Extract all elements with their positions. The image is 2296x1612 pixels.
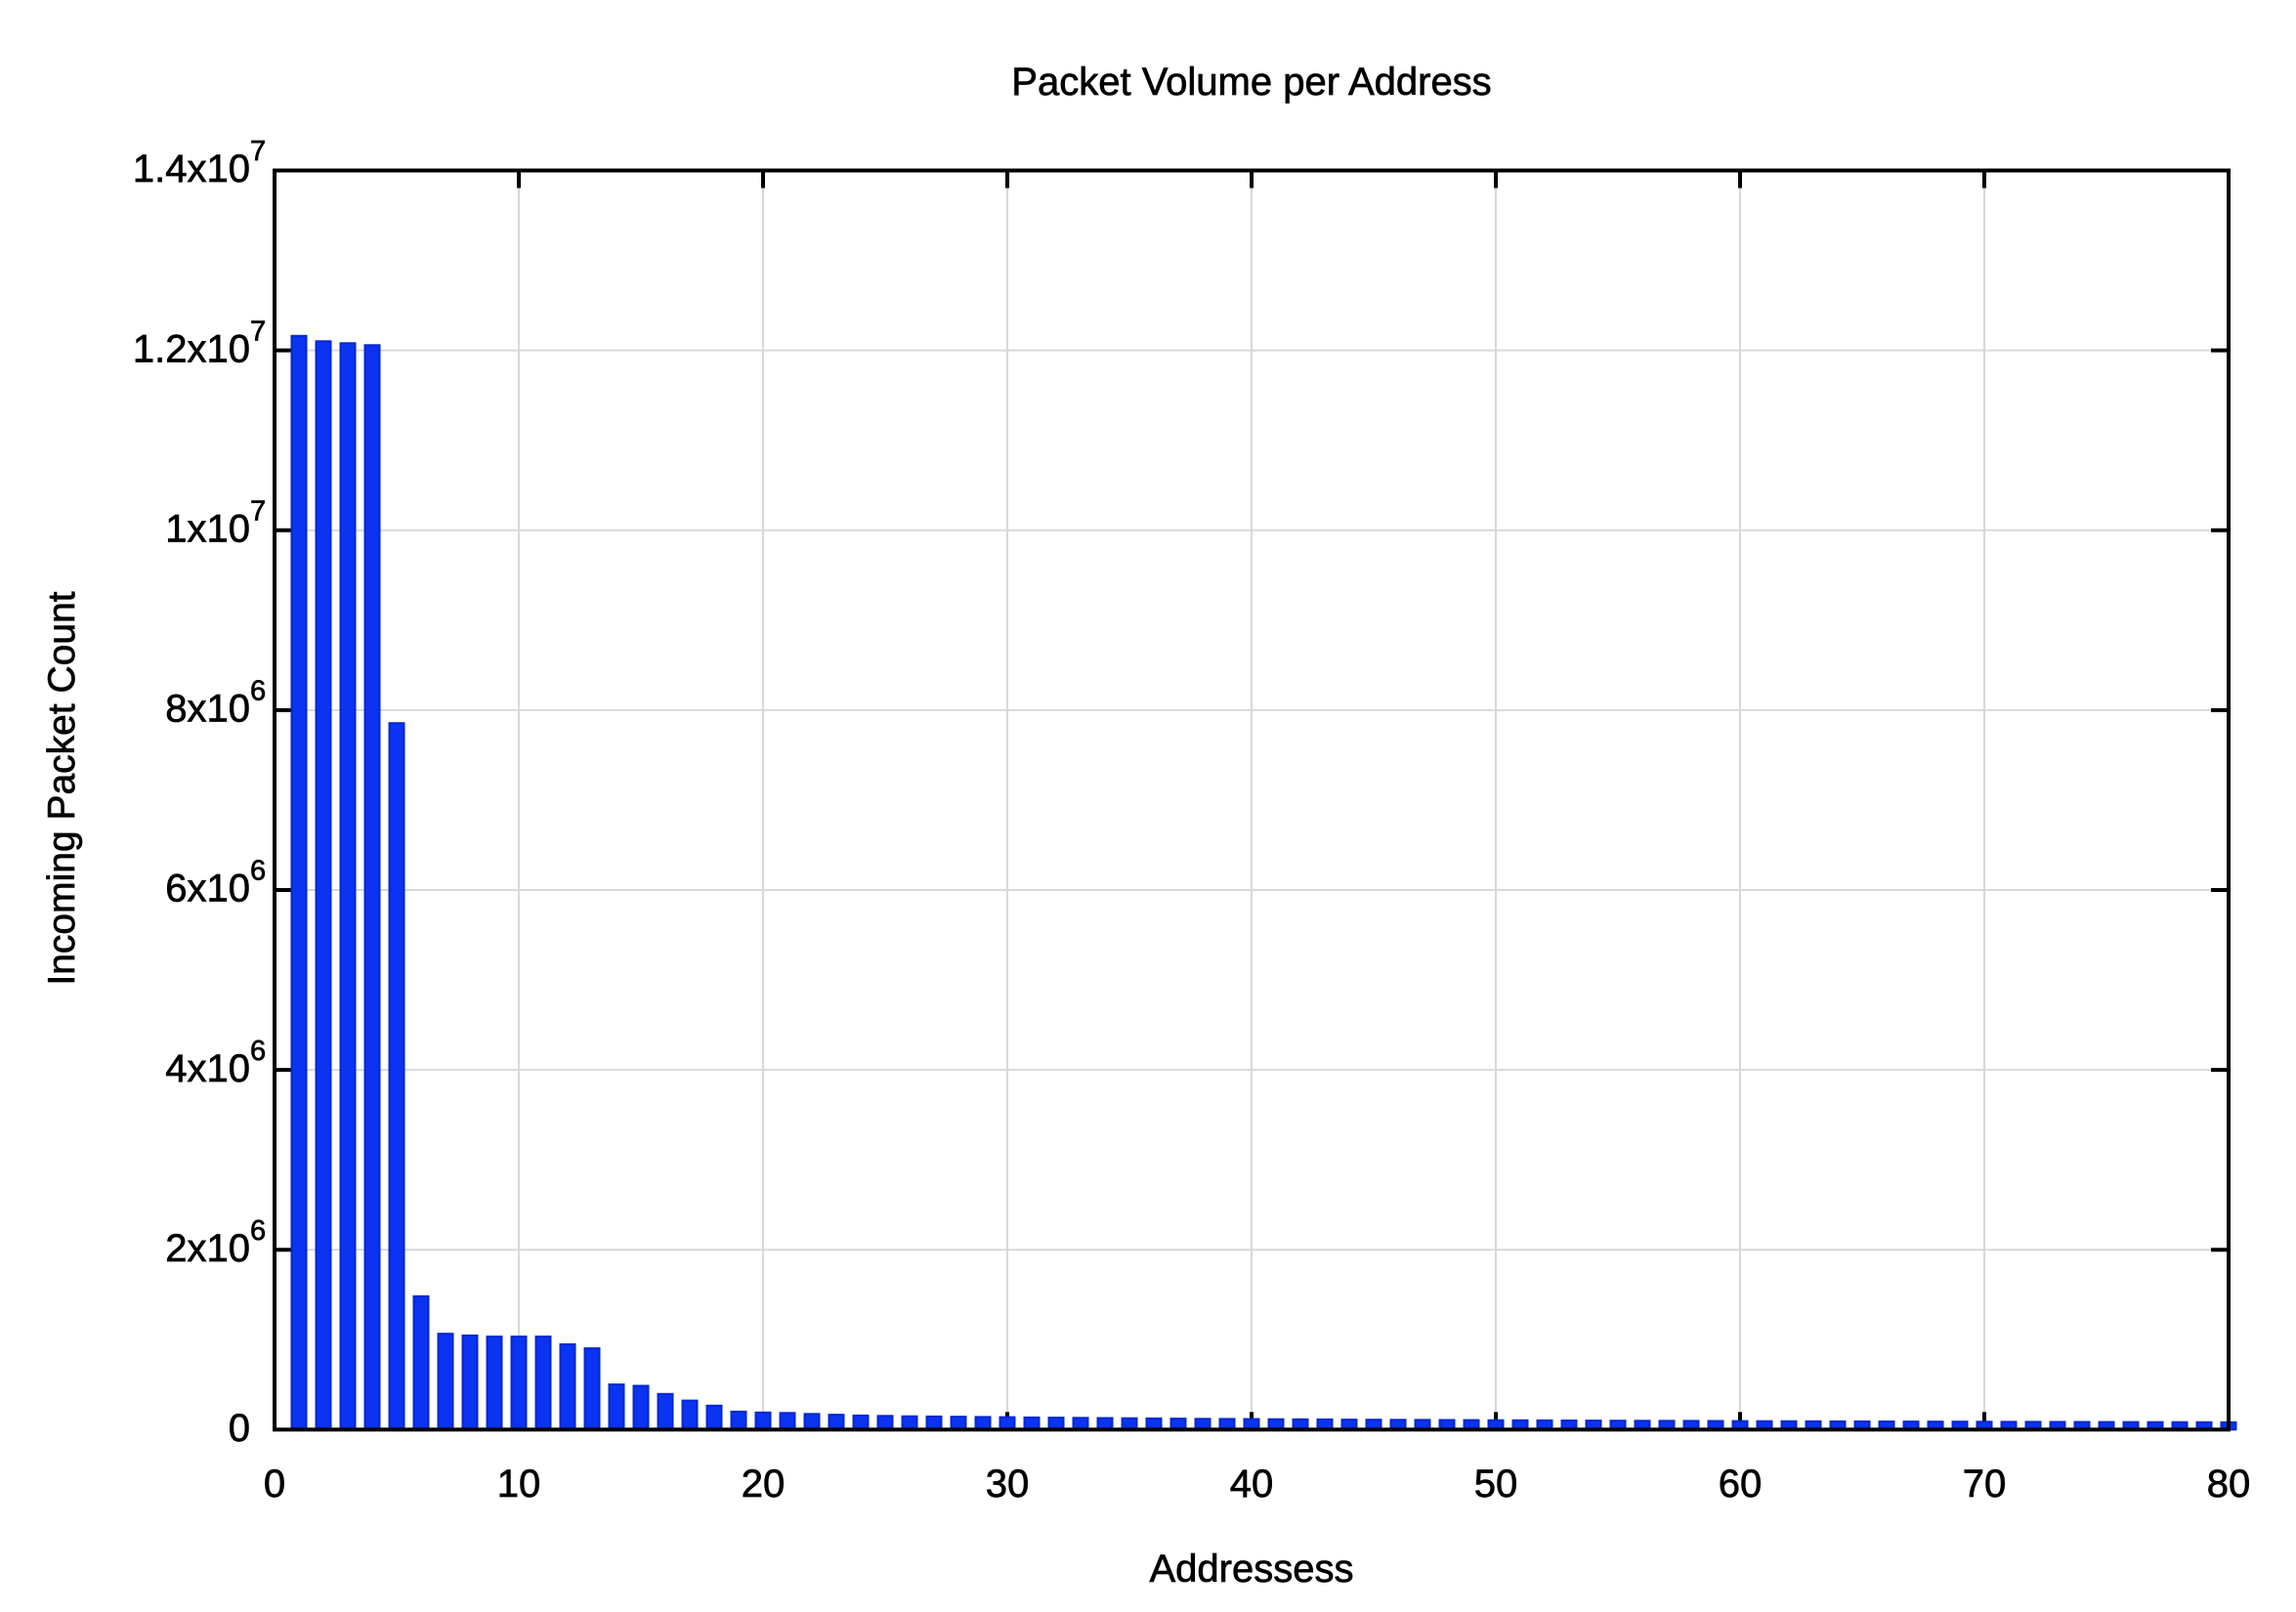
svg-text:50: 50: [1474, 1463, 1518, 1506]
svg-text:20: 20: [742, 1463, 786, 1506]
svg-text:10: 10: [497, 1463, 541, 1506]
svg-text:0: 0: [264, 1463, 285, 1506]
svg-text:1.2x10: 1.2x10: [133, 327, 250, 370]
svg-text:7: 7: [250, 316, 266, 347]
svg-text:6: 6: [250, 676, 266, 707]
svg-text:70: 70: [1963, 1463, 2007, 1506]
svg-text:1.4x10: 1.4x10: [133, 148, 250, 191]
svg-text:2x10: 2x10: [165, 1227, 250, 1270]
svg-text:Incoming Packet Count: Incoming Packet Count: [41, 591, 83, 985]
svg-text:6: 6: [250, 1215, 266, 1247]
svg-text:8x10: 8x10: [165, 688, 250, 731]
svg-text:7: 7: [250, 495, 266, 527]
svg-text:0: 0: [229, 1407, 250, 1450]
svg-text:1x10: 1x10: [165, 507, 250, 550]
svg-text:6x10: 6x10: [165, 868, 250, 911]
svg-text:Addressess: Addressess: [1150, 1548, 1354, 1591]
svg-text:6: 6: [250, 856, 266, 887]
svg-text:7: 7: [250, 136, 266, 167]
svg-text:60: 60: [1719, 1463, 1763, 1506]
svg-text:80: 80: [2207, 1463, 2251, 1506]
svg-text:Packet Volume per Address: Packet Volume per Address: [1011, 61, 1491, 104]
svg-text:30: 30: [986, 1463, 1030, 1506]
svg-text:4x10: 4x10: [165, 1047, 250, 1090]
svg-text:40: 40: [1230, 1463, 1274, 1506]
svg-text:6: 6: [250, 1036, 266, 1067]
